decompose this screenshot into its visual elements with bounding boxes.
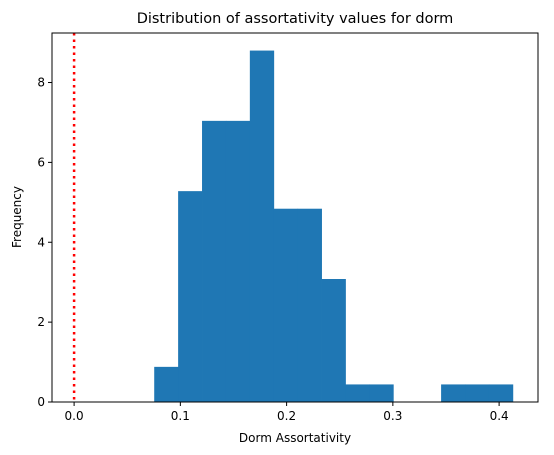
histogram-bar [202,120,227,402]
histogram-bar [465,384,490,402]
histogram-bar [297,208,322,402]
x-tick-label: 0.2 [277,409,296,423]
x-tick-label: 0.0 [65,409,84,423]
histogram-bar [178,191,203,402]
y-tick-label: 8 [37,76,45,90]
histogram-bar [488,384,514,402]
chart-title: Distribution of assortativity values for… [137,11,454,27]
histogram-bar [321,279,346,402]
histogram-bar [345,384,370,402]
histogram-bar [249,50,275,402]
y-axis: 0 2 4 6 8 [37,76,52,409]
y-tick-label: 0 [37,395,45,409]
plot-frame [51,32,539,403]
histogram-bar [154,366,179,402]
histogram-bar [441,384,466,402]
y-axis-label: Frequency [10,186,24,248]
bars-group [154,50,514,402]
x-tick-label: 0.4 [490,409,509,423]
x-tick-label: 0.1 [171,409,190,423]
y-tick-label: 4 [37,235,45,249]
histogram-bar [273,208,299,402]
histogram-bar [369,384,394,402]
y-tick-label: 2 [37,315,45,329]
x-axis: 0.0 0.1 0.2 0.3 0.4 [65,402,509,423]
y-tick-label: 6 [37,155,45,169]
x-axis-label: Dorm Assortativity [239,431,351,445]
histogram-bar [225,120,251,402]
x-tick-label: 0.3 [383,409,402,423]
